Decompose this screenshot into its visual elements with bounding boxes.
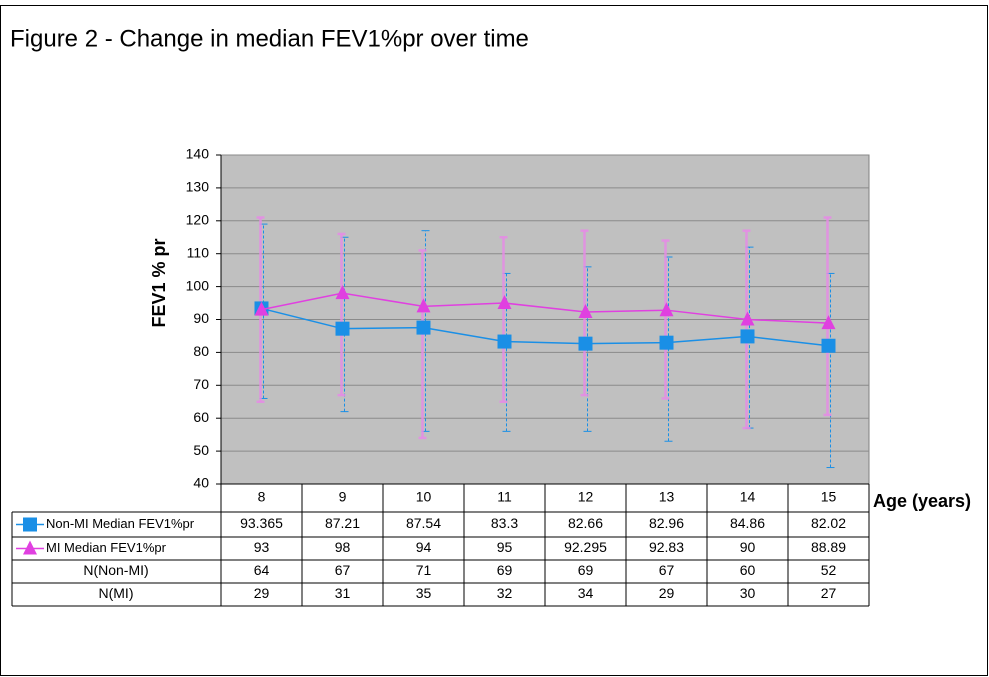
x-tick-label: 13 [659, 489, 675, 505]
table-cell: 67 [335, 562, 351, 578]
data-point [335, 321, 350, 336]
data-point [740, 311, 755, 326]
table-cell: 27 [821, 585, 837, 601]
x-tick-label: 9 [339, 489, 347, 505]
data-point [578, 303, 593, 318]
table-cell: 30 [740, 585, 756, 601]
y-tick-label: 130 [186, 179, 210, 195]
y-tick-label: 140 [186, 146, 210, 162]
legend-marker [23, 540, 37, 555]
legend-label: Non-MI Median FEV1%pr [46, 516, 195, 531]
y-axis-label: FEV1 % pr [149, 238, 169, 327]
data-point [416, 320, 431, 335]
table-cell: 90 [740, 539, 756, 555]
row-label: N(MI) [99, 585, 134, 601]
table-cell: 82.66 [568, 515, 603, 531]
y-tick-label: 90 [193, 310, 209, 326]
y-tick-label: 110 [187, 244, 210, 260]
table-cell: 34 [578, 585, 594, 601]
data-point [578, 336, 593, 351]
x-axis-label: Age (years) [873, 491, 971, 511]
table-cell: 32 [497, 585, 513, 601]
table-cell: 69 [578, 562, 594, 578]
data-point [416, 298, 431, 313]
table-cell: 83.3 [491, 515, 518, 531]
y-tick-label: 80 [193, 343, 209, 359]
data-point [497, 295, 512, 310]
x-tick-label: 14 [740, 489, 756, 505]
table-cell: 64 [254, 562, 270, 578]
y-tick-label: 60 [193, 409, 209, 425]
data-point [335, 285, 350, 300]
table-cell: 71 [416, 562, 432, 578]
table-cell: 60 [740, 562, 756, 578]
table-cell: 95 [497, 539, 513, 555]
row-label: N(Non-MI) [83, 562, 148, 578]
table-cell: 93.365 [240, 515, 283, 531]
data-point [740, 329, 755, 344]
series-line [261, 307, 829, 347]
table-cell: 29 [254, 585, 270, 601]
table-cell: 87.54 [406, 515, 441, 531]
table-cell: 52 [821, 562, 837, 578]
series-line [261, 292, 829, 324]
table-cell: 29 [659, 585, 675, 601]
y-tick-label: 50 [193, 442, 209, 458]
table-cell: 87.21 [325, 515, 360, 531]
table-cell: 92.295 [564, 539, 607, 555]
legend-label: MI Median FEV1%pr [46, 540, 167, 555]
table-cell: 93 [254, 539, 270, 555]
table-cell: 84.86 [730, 515, 765, 531]
table-cell: 31 [335, 585, 351, 601]
x-tick-label: 11 [497, 489, 512, 505]
data-point [497, 334, 512, 349]
table-cell: 67 [659, 562, 675, 578]
x-tick-label: 15 [821, 489, 837, 505]
data-point [659, 302, 674, 317]
x-tick-label: 12 [578, 489, 594, 505]
table-cell: 69 [497, 562, 513, 578]
y-tick-label: 40 [193, 475, 209, 491]
y-tick-label: 120 [186, 212, 210, 228]
chart-title: Figure 2 - Change in median FEV1%pr over… [10, 25, 529, 52]
y-tick-label: 100 [186, 277, 210, 293]
data-point [821, 338, 836, 353]
table-cell: 82.02 [811, 515, 846, 531]
table-cell: 88.89 [811, 539, 846, 555]
data-point [659, 335, 674, 350]
table-cell: 92.83 [649, 539, 684, 555]
table-cell: 98 [335, 539, 351, 555]
data-point [254, 301, 269, 316]
data-point [821, 315, 836, 330]
table-cell: 94 [416, 539, 432, 555]
table-cell: 82.96 [649, 515, 684, 531]
x-tick-label: 8 [258, 489, 266, 505]
legend-marker [23, 517, 37, 532]
table-cell: 35 [416, 585, 432, 601]
x-tick-label: 10 [416, 489, 432, 505]
y-tick-label: 70 [193, 376, 209, 392]
